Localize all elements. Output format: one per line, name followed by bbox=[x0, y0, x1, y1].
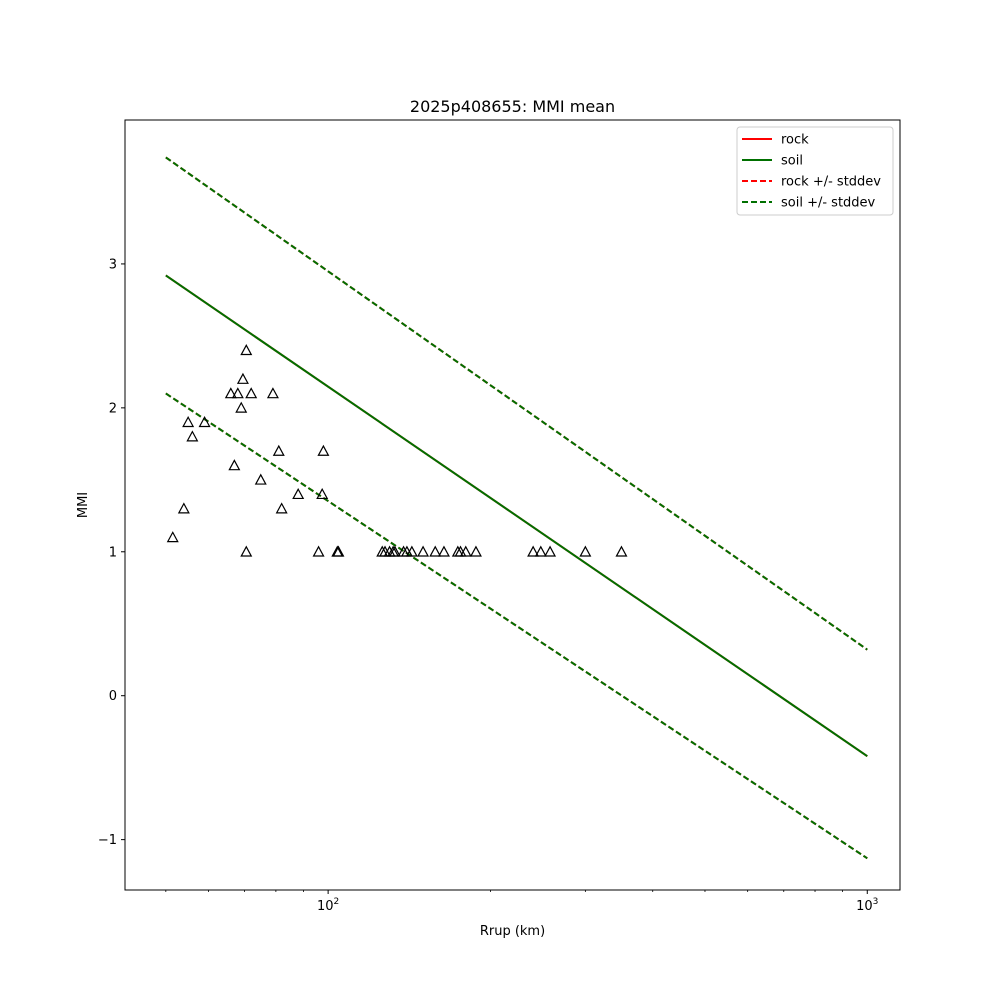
legend-label-rock: rock bbox=[781, 133, 809, 148]
legend-label-rock-stddev: rock +/- stddev bbox=[781, 175, 881, 190]
series-line-soil bbox=[165, 274, 868, 757]
observation-point bbox=[292, 487, 305, 500]
observation-point bbox=[231, 387, 244, 399]
series-line-soil-stddev-upper bbox=[165, 156, 868, 651]
observation-point bbox=[417, 545, 430, 557]
observation-point bbox=[272, 444, 285, 456]
y-tick-label: 2 bbox=[109, 401, 117, 416]
legend-box bbox=[736, 126, 894, 216]
observation-point bbox=[469, 545, 482, 557]
observation-point bbox=[177, 502, 190, 514]
observation-point bbox=[228, 459, 241, 471]
observation-point bbox=[312, 545, 325, 557]
observation-point bbox=[388, 545, 401, 557]
observation-point bbox=[254, 473, 267, 485]
y-tick-label: −1 bbox=[98, 833, 117, 848]
observation-point bbox=[235, 401, 248, 413]
observation-point bbox=[534, 545, 547, 557]
observation-point bbox=[405, 545, 418, 557]
legend-label-soil-stddev: soil +/- stddev bbox=[781, 196, 876, 211]
series-line-soil-stddev-lower bbox=[165, 392, 868, 860]
y-axis-label: MMI bbox=[76, 492, 91, 518]
y-tick-label: 1 bbox=[109, 545, 117, 560]
observation-point bbox=[240, 344, 253, 356]
observation-point bbox=[182, 415, 195, 428]
observation-point bbox=[332, 545, 345, 557]
observation-point bbox=[240, 545, 253, 557]
plot-area bbox=[165, 156, 868, 860]
observation-point bbox=[579, 545, 592, 557]
x-tick-label: 102 bbox=[317, 897, 339, 914]
observation-point bbox=[275, 502, 288, 514]
y-tick-label: 0 bbox=[109, 689, 117, 704]
observation-point bbox=[245, 387, 258, 399]
x-axis-ticks: 102 103 bbox=[165, 890, 878, 914]
observation-point bbox=[186, 430, 199, 442]
observation-point bbox=[429, 545, 442, 557]
axes-frame bbox=[124, 119, 901, 891]
x-axis-label: Rrup (km) bbox=[480, 924, 545, 939]
legend-label-soil: soil bbox=[781, 154, 803, 169]
x-tick-label: 103 bbox=[856, 897, 878, 914]
y-axis-ticks: −1 0 1 2 3 bbox=[98, 257, 125, 848]
observation-point bbox=[317, 444, 330, 456]
observation-point bbox=[166, 531, 179, 543]
observation-point bbox=[437, 545, 450, 557]
observation-point bbox=[316, 487, 329, 500]
observation-point bbox=[224, 387, 237, 399]
chart-title: 2025p408655: MMI mean bbox=[410, 97, 615, 116]
observation-point bbox=[459, 545, 472, 557]
legend: rock soil rock +/- stddev soil +/- stddev bbox=[736, 126, 894, 216]
y-tick-label: 3 bbox=[109, 257, 117, 272]
observation-point bbox=[266, 387, 279, 399]
observation-point bbox=[236, 372, 249, 384]
observation-point bbox=[544, 545, 557, 557]
observation-point bbox=[527, 545, 540, 557]
observation-point bbox=[615, 545, 628, 557]
observation-point bbox=[198, 415, 211, 428]
